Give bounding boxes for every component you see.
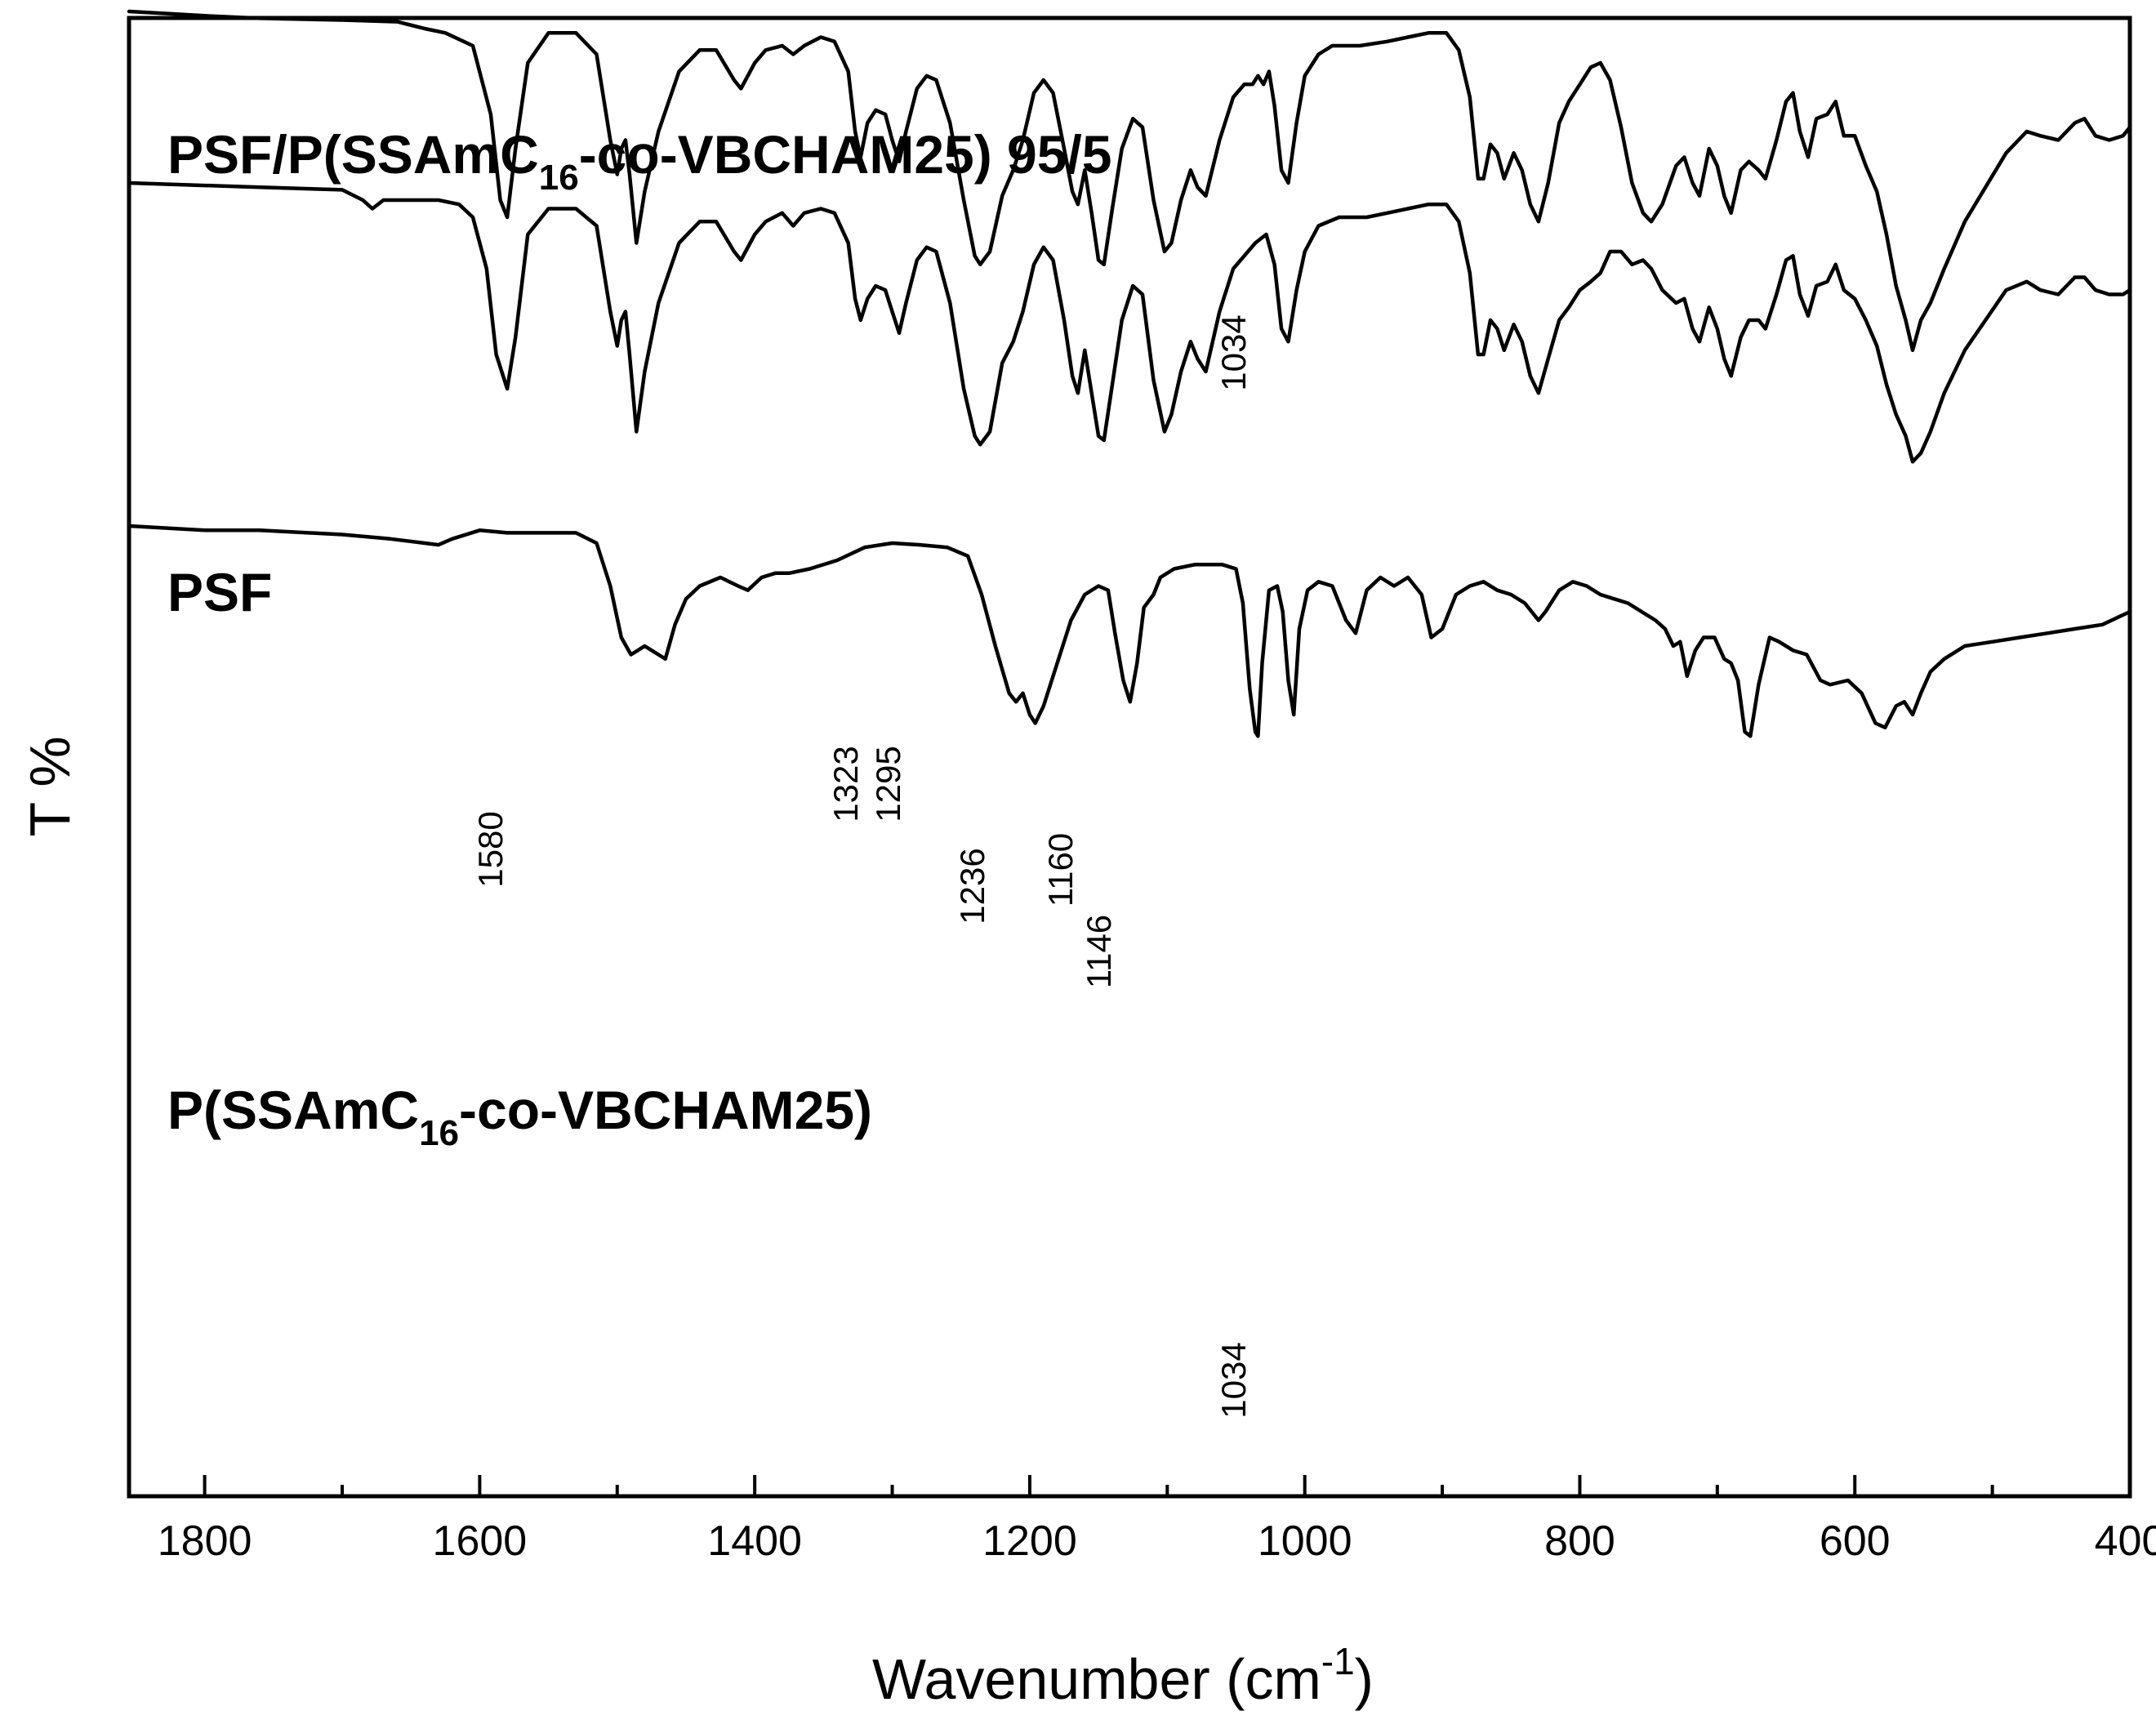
x-axis-ticks: 1800 1600 1400 1200 1000 800 600 400 — [158, 1475, 2156, 1565]
peak-label-1236: 1236 — [953, 848, 991, 924]
x-tick-label: 1400 — [707, 1517, 802, 1565]
copolymer-spectrum-line — [127, 524, 2132, 738]
x-tick-label: 1600 — [433, 1517, 528, 1565]
series-label-subscript: 16 — [419, 1113, 459, 1153]
plot-frame — [127, 16, 2132, 1499]
y-axis-title: T % — [18, 736, 82, 836]
copolymer-series-label: P(SSAmC16-co-VBCHAM25) — [167, 1080, 872, 1153]
series-label-text: PSF/P(SSAmC — [167, 124, 539, 185]
peak-label-1034: 1034 — [1214, 314, 1253, 390]
series-label-text: PSF — [167, 562, 272, 622]
x-axis-title: Wavenumber (cm-1) — [872, 1640, 1374, 1711]
series-label-text: P(SSAmC — [167, 1080, 419, 1140]
x-tick-label: 800 — [1544, 1517, 1615, 1565]
x-tick-label: 400 — [2095, 1517, 2156, 1565]
x-tick-label: 1200 — [982, 1517, 1077, 1565]
psf-series-label: PSF — [167, 562, 272, 622]
series-label-subscript: 16 — [539, 158, 579, 198]
x-axis-title-close: ) — [1355, 1647, 1374, 1711]
peak-label-1034: 1034 — [1214, 1342, 1253, 1418]
series-labels: PSF/P(SSAmC16-co-VBCHAM25) 95/5PSFP(SSAm… — [167, 124, 1112, 1153]
peak-label-1160: 1160 — [1041, 833, 1080, 907]
x-axis-title-sup: -1 — [1321, 1640, 1355, 1682]
x-tick-label: 600 — [1820, 1517, 1891, 1565]
blend-spectrum-line — [127, 9, 2132, 353]
x-axis-title-main: Wavenumber (cm — [872, 1647, 1321, 1711]
psf-spectrum-line — [127, 180, 2132, 464]
spectrum-curves — [127, 9, 2132, 738]
x-tick-label: 1000 — [1258, 1517, 1352, 1565]
x-tick-label: 1800 — [158, 1517, 252, 1565]
peak-label-1295: 1295 — [869, 746, 907, 822]
peak-label-1323: 1323 — [826, 746, 865, 822]
peak-label-1146: 1146 — [1080, 915, 1118, 988]
blend-series-label: PSF/P(SSAmC16-co-VBCHAM25) 95/5 — [167, 124, 1112, 198]
peak-label-1580: 1580 — [471, 811, 510, 887]
series-label-text: -co-VBCHAM25) — [459, 1080, 872, 1140]
series-label-text: -co-VBCHAM25) 95/5 — [579, 124, 1112, 185]
